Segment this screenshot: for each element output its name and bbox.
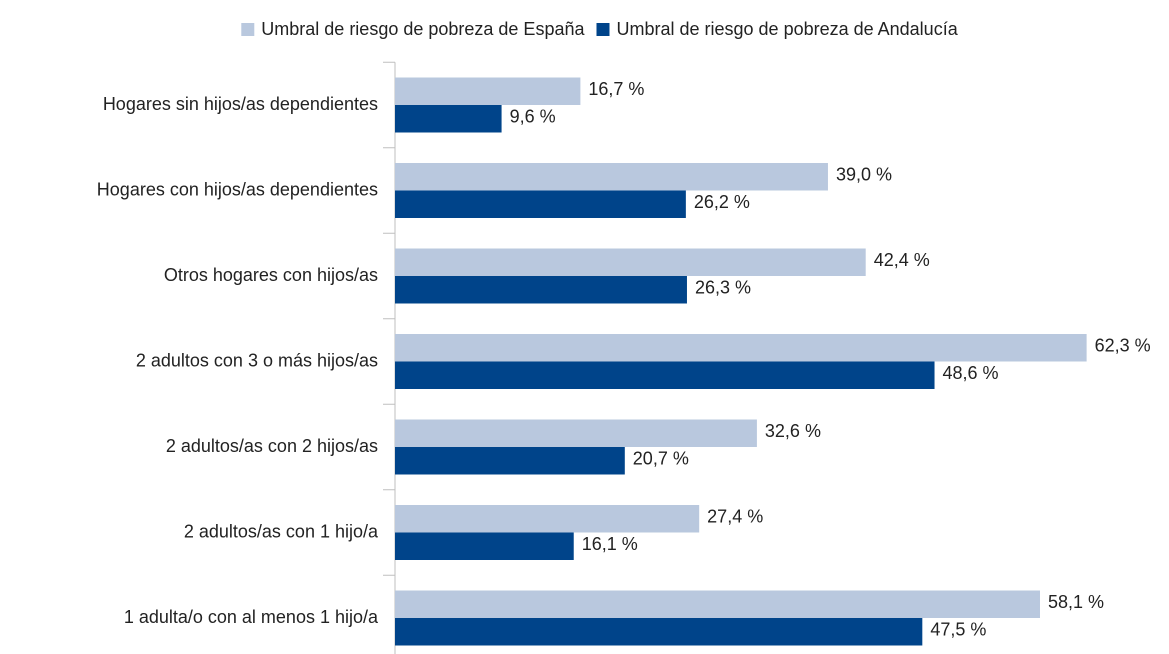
value-label: 27,4 % <box>707 507 763 527</box>
legend-label: Umbral de riesgo de pobreza de España <box>261 19 585 39</box>
bar <box>395 505 700 533</box>
value-label: 42,4 % <box>874 250 930 270</box>
value-label: 62,3 % <box>1095 336 1151 356</box>
category-label: Hogares con hijos/as dependientes <box>97 179 378 199</box>
bar <box>395 77 581 105</box>
value-label: 47,5 % <box>930 620 986 640</box>
bar <box>395 163 828 191</box>
category-label: Hogares sin hijos/as dependientes <box>103 94 378 114</box>
legend-label: Umbral de riesgo de pobreza de Andalucía <box>616 19 958 39</box>
category-label: 1 adulta/o con al menos 1 hijo/a <box>124 607 379 627</box>
category-label: 2 adultos con 3 o más hijos/as <box>136 350 378 370</box>
value-label: 58,1 % <box>1048 592 1104 612</box>
value-label: 16,7 % <box>588 79 644 99</box>
category-label: 2 adultos/as con 1 hijo/a <box>184 521 379 541</box>
bar <box>395 105 502 133</box>
value-label: 16,1 % <box>582 534 638 554</box>
value-label: 48,6 % <box>943 363 999 383</box>
category-label: 2 adultos/as con 2 hijos/as <box>166 436 378 456</box>
value-label: 20,7 % <box>633 449 689 469</box>
bar <box>395 419 757 447</box>
value-label: 39,0 % <box>836 165 892 185</box>
bar <box>395 276 687 304</box>
legend-swatch <box>241 23 255 36</box>
category-label: Otros hogares con hijos/as <box>164 265 378 285</box>
bar <box>395 248 866 276</box>
value-label: 9,6 % <box>510 107 556 127</box>
bar <box>395 447 625 475</box>
bar <box>395 590 1040 618</box>
bar <box>395 361 935 389</box>
bar <box>395 532 574 560</box>
bar <box>395 334 1087 362</box>
bar <box>395 190 686 218</box>
value-label: 26,3 % <box>695 278 751 298</box>
value-label: 26,2 % <box>694 192 750 212</box>
legend-swatch <box>596 23 610 36</box>
value-label: 32,6 % <box>765 421 821 441</box>
bar <box>395 618 923 646</box>
